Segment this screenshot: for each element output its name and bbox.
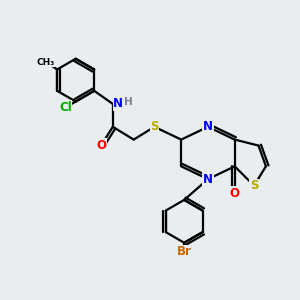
Text: S: S [250, 179, 258, 192]
Text: S: S [150, 120, 159, 133]
Text: Cl: Cl [59, 101, 72, 114]
Text: O: O [230, 187, 240, 200]
Text: H: H [124, 97, 133, 106]
Text: CH₃: CH₃ [36, 58, 54, 67]
Text: N: N [113, 98, 123, 110]
Text: N: N [203, 120, 213, 133]
Text: O: O [96, 139, 106, 152]
Text: N: N [203, 172, 213, 186]
Text: Br: Br [177, 245, 192, 258]
